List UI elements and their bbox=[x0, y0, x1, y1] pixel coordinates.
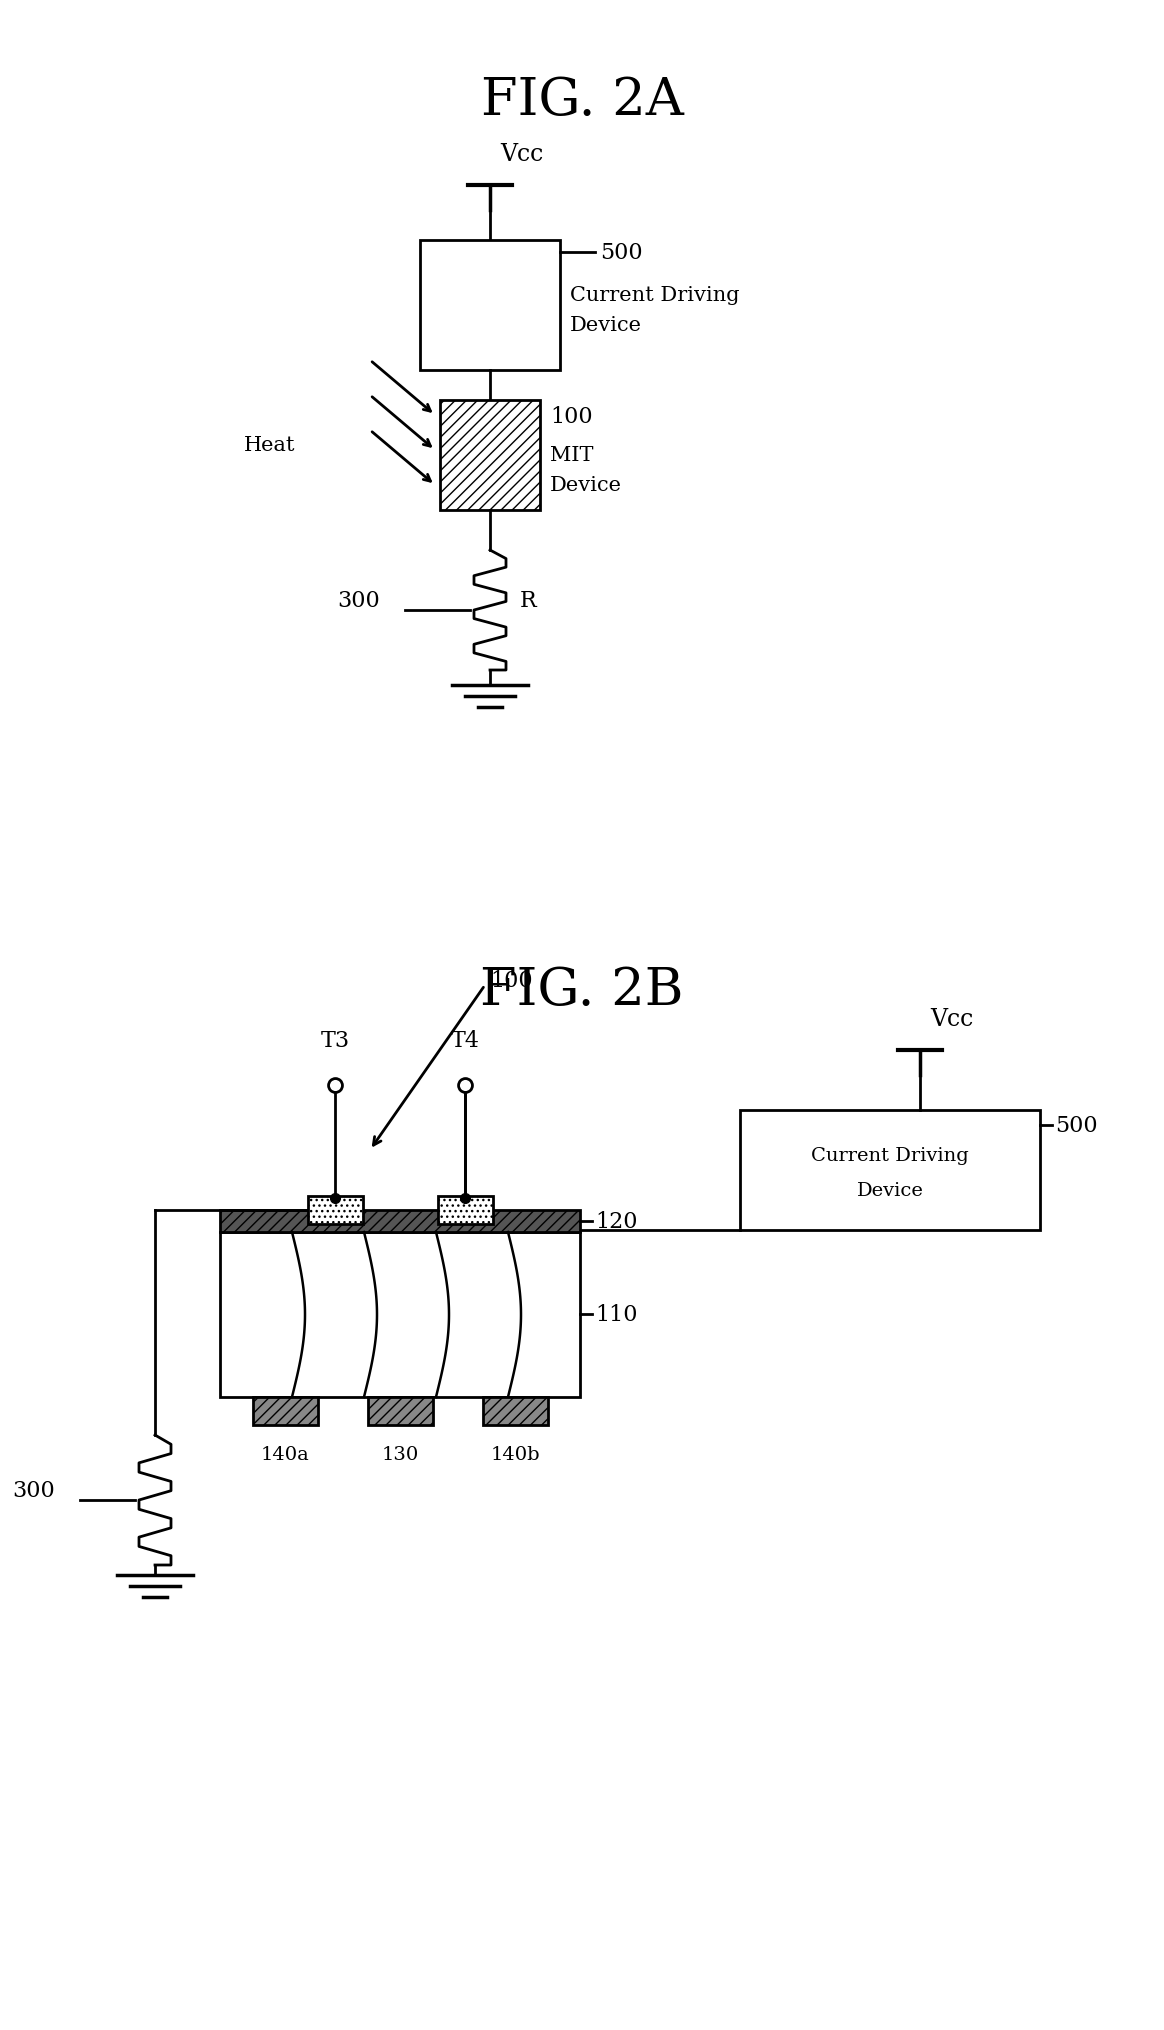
Bar bbox=[220, 1210, 580, 1232]
Text: 140b: 140b bbox=[490, 1445, 540, 1464]
Text: 300: 300 bbox=[338, 589, 379, 611]
Text: MIT: MIT bbox=[551, 447, 594, 465]
Text: 100: 100 bbox=[490, 970, 533, 991]
Text: 110: 110 bbox=[595, 1303, 638, 1326]
Text: 100: 100 bbox=[551, 406, 592, 428]
Bar bbox=[740, 1110, 1039, 1230]
Bar bbox=[483, 1397, 548, 1425]
Text: Vcc: Vcc bbox=[930, 1007, 973, 1031]
Bar bbox=[438, 1196, 494, 1224]
Text: FIG. 2B: FIG. 2B bbox=[481, 964, 683, 1015]
Text: Device: Device bbox=[570, 317, 643, 335]
Text: R: R bbox=[520, 589, 537, 611]
Text: 500: 500 bbox=[1055, 1114, 1098, 1137]
Text: 140a: 140a bbox=[261, 1445, 310, 1464]
Text: Current Driving: Current Driving bbox=[570, 286, 739, 304]
Text: Heat: Heat bbox=[243, 436, 294, 455]
Bar bbox=[308, 1196, 363, 1224]
Text: 500: 500 bbox=[599, 242, 643, 264]
Bar bbox=[440, 400, 540, 512]
Text: FIG. 2A: FIG. 2A bbox=[481, 75, 683, 126]
Text: 120: 120 bbox=[595, 1210, 638, 1232]
Text: Current Driving: Current Driving bbox=[811, 1147, 968, 1165]
Bar bbox=[420, 242, 560, 371]
Text: Device: Device bbox=[857, 1181, 923, 1200]
Text: 130: 130 bbox=[382, 1445, 419, 1464]
Text: Vcc: Vcc bbox=[501, 142, 544, 166]
Bar bbox=[220, 1232, 580, 1397]
Bar bbox=[253, 1397, 318, 1425]
Text: T4: T4 bbox=[450, 1029, 480, 1052]
Text: Device: Device bbox=[551, 477, 622, 495]
Text: T3: T3 bbox=[320, 1029, 349, 1052]
Bar bbox=[368, 1397, 433, 1425]
Text: 300: 300 bbox=[13, 1480, 55, 1502]
